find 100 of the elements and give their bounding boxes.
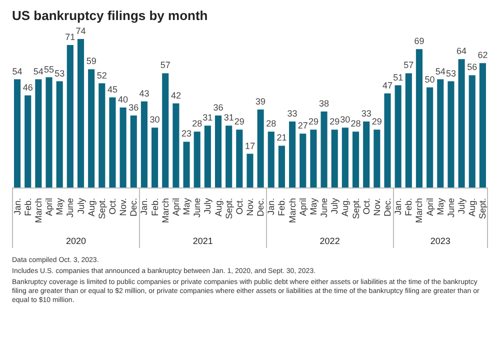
data-label: 27 — [298, 120, 308, 131]
x-tick-label: March — [414, 198, 424, 224]
x-tick-label: Dec. — [382, 198, 393, 217]
bar — [320, 111, 328, 188]
bar — [416, 49, 423, 188]
x-tick-label: Aug. — [86, 198, 96, 217]
x-tick-label: April — [424, 198, 435, 216]
data-label: 36 — [128, 102, 139, 113]
x-tick-label: Dec. — [128, 198, 139, 217]
data-label: 31 — [224, 112, 234, 123]
x-tick-label: March — [287, 198, 298, 224]
x-tick-label: May — [182, 198, 192, 216]
data-label: 53 — [446, 68, 456, 78]
data-label: 69 — [414, 36, 424, 46]
bar — [130, 116, 137, 188]
bar — [352, 132, 360, 188]
data-label: 30 — [340, 114, 350, 125]
x-tick-label: April — [298, 198, 308, 216]
data-label: 33 — [287, 108, 298, 119]
bar — [194, 132, 200, 188]
bar — [77, 39, 84, 188]
bar — [24, 95, 32, 188]
data-label: 21 — [276, 132, 287, 143]
data-label: 74 — [76, 26, 86, 36]
x-tick-label: Jan. — [266, 198, 276, 216]
x-tick-label: Jan. — [139, 198, 150, 216]
bar — [204, 126, 211, 188]
bar — [278, 146, 286, 188]
bar — [246, 154, 254, 188]
bar — [289, 122, 296, 188]
x-tick-label: June — [446, 198, 456, 218]
x-tick-label: June — [192, 198, 202, 218]
data-label: 62 — [478, 50, 488, 60]
data-label: 29 — [308, 116, 318, 127]
x-tick-label: June — [319, 198, 330, 218]
x-tick-label: July — [76, 198, 86, 214]
data-label: 30 — [150, 114, 160, 125]
data-label: 45 — [107, 84, 118, 94]
bar — [448, 81, 454, 188]
x-tick-label: Feb. — [404, 198, 414, 216]
bar — [172, 103, 180, 188]
x-tick-label: Nov. — [245, 198, 255, 216]
data-label: 71 — [65, 32, 76, 42]
bar — [236, 130, 243, 188]
x-tick-label: Feb. — [276, 198, 287, 216]
x-tick-label: July — [456, 198, 467, 214]
x-tick-label: April — [44, 198, 54, 216]
x-tick-label: Aug. — [467, 198, 478, 217]
data-label: 28 — [192, 118, 202, 129]
bar — [226, 126, 232, 188]
chart-title: US bankruptcy filings by month — [12, 8, 209, 23]
x-tick-label: May — [308, 198, 318, 216]
data-label: 52 — [96, 70, 107, 80]
data-label: 28 — [266, 118, 276, 129]
data-label: 29 — [330, 116, 340, 127]
bar — [109, 97, 116, 188]
data-label: 38 — [319, 98, 330, 108]
x-tick-label: March — [160, 198, 170, 224]
x-tick-label: Oct. — [107, 198, 118, 215]
bar — [214, 116, 222, 188]
bar — [152, 128, 158, 188]
x-tick-label: July — [330, 198, 340, 214]
bar — [35, 79, 42, 188]
bar — [46, 77, 52, 188]
data-label: 42 — [170, 90, 181, 100]
data-label: 29 — [372, 116, 382, 127]
x-tick-label: Aug. — [340, 198, 350, 217]
data-label: 55 — [44, 64, 54, 74]
x-tick-label: July — [202, 198, 213, 214]
bar — [257, 109, 264, 188]
x-tick-label: Jan. — [393, 198, 404, 216]
data-label: 54 — [12, 66, 22, 76]
bar — [268, 132, 274, 188]
x-tick-label: Sept. — [350, 198, 361, 220]
bar — [88, 69, 95, 188]
x-tick-label: May — [54, 198, 65, 216]
x-tick-label: March — [33, 198, 44, 224]
bar — [405, 73, 412, 188]
bar — [162, 73, 169, 188]
data-label: 43 — [139, 88, 150, 98]
bar — [394, 85, 402, 188]
data-label: 50 — [424, 74, 435, 84]
data-label: 53 — [54, 68, 65, 78]
x-tick-label: Nov. — [118, 198, 128, 216]
text: 2021 — [192, 236, 214, 246]
data-label: 57 — [160, 60, 170, 70]
bar — [437, 79, 444, 188]
bar — [300, 134, 306, 188]
bar — [331, 130, 338, 188]
bar — [342, 128, 348, 188]
data-label: 40 — [118, 94, 128, 104]
bar — [98, 83, 106, 188]
data-label: 39 — [256, 96, 266, 106]
data-label: 56 — [467, 62, 478, 72]
bar — [468, 75, 476, 188]
data-label: 46 — [22, 82, 33, 92]
x-tick-label: Sept. — [96, 198, 107, 220]
bar — [426, 87, 434, 188]
data-label: 28 — [350, 118, 361, 129]
data-label: 23 — [182, 128, 192, 139]
